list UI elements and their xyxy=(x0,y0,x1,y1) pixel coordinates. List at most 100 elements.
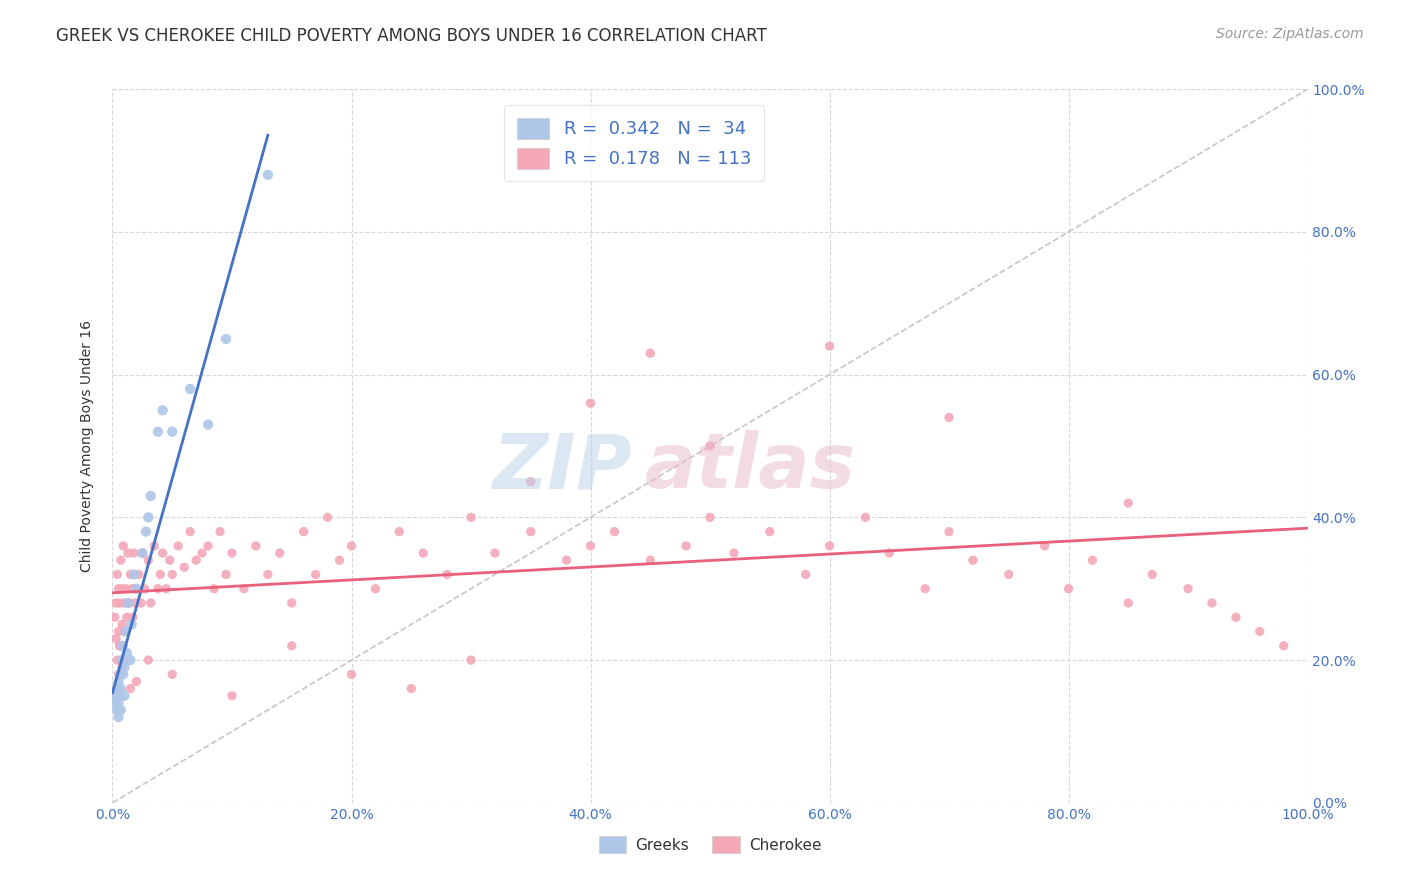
Point xyxy=(269,546,291,560)
Point xyxy=(1118,596,1140,610)
Point xyxy=(1177,582,1199,596)
Point xyxy=(191,546,214,560)
Point xyxy=(112,639,135,653)
Point xyxy=(162,425,183,439)
Point xyxy=(112,667,135,681)
Point xyxy=(340,539,363,553)
Point xyxy=(111,617,134,632)
Point xyxy=(1118,496,1140,510)
Point xyxy=(221,546,243,560)
Point xyxy=(122,546,145,560)
Point xyxy=(120,653,142,667)
Point xyxy=(115,646,138,660)
Point xyxy=(114,653,135,667)
Point xyxy=(135,524,157,539)
Y-axis label: Child Poverty Among Boys Under 16: Child Poverty Among Boys Under 16 xyxy=(80,320,94,572)
Point xyxy=(436,567,458,582)
Point xyxy=(152,546,174,560)
Point xyxy=(167,539,190,553)
Point xyxy=(1249,624,1271,639)
Point xyxy=(107,667,129,681)
Point xyxy=(292,524,315,539)
Point xyxy=(117,546,139,560)
Point xyxy=(108,689,131,703)
Text: Source: ZipAtlas.com: Source: ZipAtlas.com xyxy=(1216,27,1364,41)
Point xyxy=(1225,610,1247,624)
Point xyxy=(1057,582,1080,596)
Point xyxy=(520,524,543,539)
Point xyxy=(364,582,387,596)
Point xyxy=(555,553,578,567)
Point xyxy=(143,539,166,553)
Text: GREEK VS CHEROKEE CHILD POVERTY AMONG BOYS UNDER 16 CORRELATION CHART: GREEK VS CHEROKEE CHILD POVERTY AMONG BO… xyxy=(56,27,768,45)
Point xyxy=(162,567,183,582)
Point xyxy=(818,539,841,553)
Point xyxy=(699,439,721,453)
Point xyxy=(125,582,148,596)
Point xyxy=(111,582,134,596)
Point xyxy=(117,596,139,610)
Point xyxy=(173,560,195,574)
Point xyxy=(305,567,328,582)
Point xyxy=(107,696,129,710)
Point xyxy=(699,510,721,524)
Point xyxy=(108,596,131,610)
Point xyxy=(329,553,352,567)
Point xyxy=(938,410,960,425)
Point xyxy=(484,546,506,560)
Point xyxy=(111,660,134,674)
Point xyxy=(1033,539,1056,553)
Point xyxy=(138,510,160,524)
Point xyxy=(281,596,304,610)
Point xyxy=(159,553,181,567)
Point xyxy=(179,524,201,539)
Point xyxy=(759,524,782,539)
Point xyxy=(114,689,135,703)
Point xyxy=(107,624,129,639)
Text: ZIP: ZIP xyxy=(492,431,633,504)
Point xyxy=(401,681,423,696)
Point xyxy=(1081,553,1104,567)
Point xyxy=(139,489,162,503)
Point xyxy=(114,660,135,674)
Point xyxy=(105,689,128,703)
Point xyxy=(108,667,131,681)
Point xyxy=(215,332,238,346)
Point xyxy=(520,475,543,489)
Point xyxy=(115,610,138,624)
Point xyxy=(121,617,143,632)
Point xyxy=(129,596,152,610)
Point xyxy=(128,567,150,582)
Point xyxy=(460,653,482,667)
Point xyxy=(197,417,219,432)
Point xyxy=(640,553,662,567)
Point xyxy=(281,639,304,653)
Point xyxy=(938,524,960,539)
Point xyxy=(233,582,256,596)
Point xyxy=(138,553,160,567)
Point xyxy=(114,624,136,639)
Point xyxy=(855,510,877,524)
Point xyxy=(114,624,135,639)
Point xyxy=(998,567,1021,582)
Point xyxy=(108,639,131,653)
Point xyxy=(640,346,662,360)
Point xyxy=(107,582,129,596)
Point xyxy=(215,567,238,582)
Point xyxy=(107,710,129,724)
Point xyxy=(412,546,434,560)
Point xyxy=(162,667,183,681)
Point xyxy=(122,567,145,582)
Point xyxy=(186,553,208,567)
Point xyxy=(114,596,135,610)
Point xyxy=(120,681,142,696)
Point xyxy=(202,582,225,596)
Point xyxy=(1142,567,1164,582)
Point xyxy=(579,396,602,410)
Point xyxy=(316,510,339,524)
Point xyxy=(209,524,232,539)
Point xyxy=(105,653,128,667)
Point xyxy=(110,553,132,567)
Point xyxy=(111,639,134,653)
Point xyxy=(257,567,280,582)
